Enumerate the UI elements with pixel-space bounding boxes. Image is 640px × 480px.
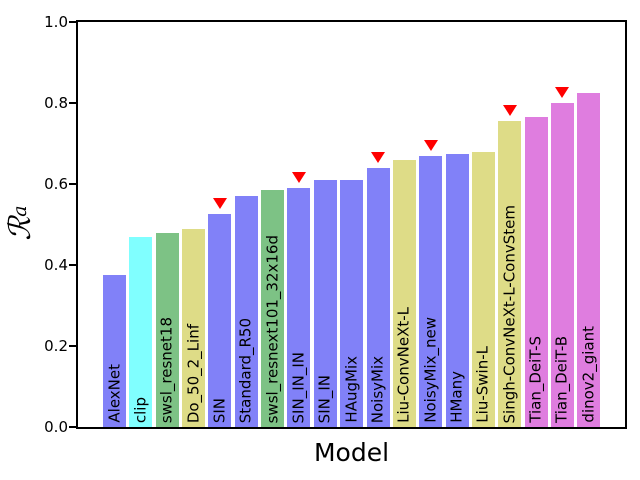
bar-label: clip — [131, 396, 150, 423]
y-tick-mark — [69, 426, 76, 428]
bar-label: SIN — [210, 397, 229, 423]
red-down-triangle-icon — [502, 105, 517, 116]
bar-Standard_R50: Standard_R50 — [234, 196, 258, 427]
bar-dinov2_giant: dinov2_giant — [577, 93, 601, 427]
y-tick-label: 0.0 — [44, 418, 68, 436]
bar-HAugMix: HAugMix — [340, 180, 364, 427]
y-tick-label: 0.6 — [44, 175, 68, 193]
bar-label: swsl_resnext101_32x16d — [263, 234, 282, 423]
bar-label: Tian_DeiT-B — [552, 336, 571, 423]
bar-Do_50_2_Linf: Do_50_2_Linf — [182, 229, 206, 427]
bar-Tian_DeiT-S: Tian_DeiT-S — [524, 117, 548, 427]
red-down-triangle-icon — [291, 172, 306, 183]
y-axis-label-main: ℛ — [2, 216, 38, 241]
bar-Singh-ConvNeXt-L-ConvStem: Singh-ConvNeXt-L-ConvStem — [498, 121, 522, 427]
bar-label: Do_50_2_Linf — [184, 323, 203, 423]
bar-swsl_resnet18: swsl_resnet18 — [155, 233, 179, 427]
bar-SIN_IN: SIN_IN — [313, 180, 337, 427]
red-down-triangle-icon — [423, 140, 438, 151]
bar-SIN: SIN — [208, 214, 232, 427]
x-axis-label: Model — [313, 438, 390, 467]
bar-label: swsl_resnet18 — [157, 316, 176, 423]
y-tick-mark — [69, 264, 76, 266]
red-down-triangle-icon — [555, 87, 570, 98]
bar-label: HAugMix — [342, 356, 361, 423]
bar-label: Liu-Swin-L — [473, 346, 492, 423]
bar-label: SIN_IN — [315, 374, 334, 423]
bar-label: Standard_R50 — [236, 317, 255, 423]
red-down-triangle-icon — [371, 152, 385, 163]
bar-label: NoisyMix_new — [421, 317, 440, 423]
y-tick-mark — [69, 21, 76, 23]
bar-Liu-Swin-L: Liu-Swin-L — [471, 152, 495, 427]
bar-label: NoisyMix — [368, 355, 387, 423]
y-tick-label: 0.4 — [44, 256, 68, 274]
bar-SIN_IN_IN: SIN_IN_IN — [287, 188, 311, 427]
red-down-triangle-icon — [212, 198, 227, 209]
y-tick-label: 0.2 — [44, 337, 68, 355]
bar-label: Tian_DeiT-S — [526, 336, 545, 423]
bar-label: AlexNet — [105, 364, 123, 423]
bar-NoisyMix: NoisyMix — [366, 168, 390, 427]
bar-HMany: HMany — [445, 154, 469, 427]
bar-Liu-ConvNeXt-L: Liu-ConvNeXt-L — [392, 160, 416, 427]
bar-label: Liu-ConvNeXt-L — [394, 307, 413, 423]
bar-clip: clip — [129, 237, 153, 427]
y-tick-label: 0.8 — [44, 94, 68, 112]
bar-swsl_resnext101_32x16d: swsl_resnext101_32x16d — [261, 190, 285, 427]
bar-Tian_DeiT-B: Tian_DeiT-B — [550, 103, 574, 427]
bar-label: SIN_IN_IN — [289, 351, 308, 423]
y-tick-label: 1.0 — [44, 13, 68, 31]
y-tick-mark — [69, 183, 76, 185]
y-tick-mark — [69, 345, 76, 347]
plot-area: AlexNet clip swsl_resnet18 Do_50_2_Linf SIN S… — [76, 20, 627, 429]
bar-label: dinov2_giant — [579, 326, 598, 423]
y-tick-mark — [69, 102, 76, 104]
bar-AlexNet: AlexNet — [103, 275, 126, 427]
bar-NoisyMix_new: NoisyMix_new — [419, 156, 443, 427]
bar-label: HMany — [447, 371, 466, 423]
bar-label: Singh-ConvNeXt-L-ConvStem — [500, 204, 519, 423]
